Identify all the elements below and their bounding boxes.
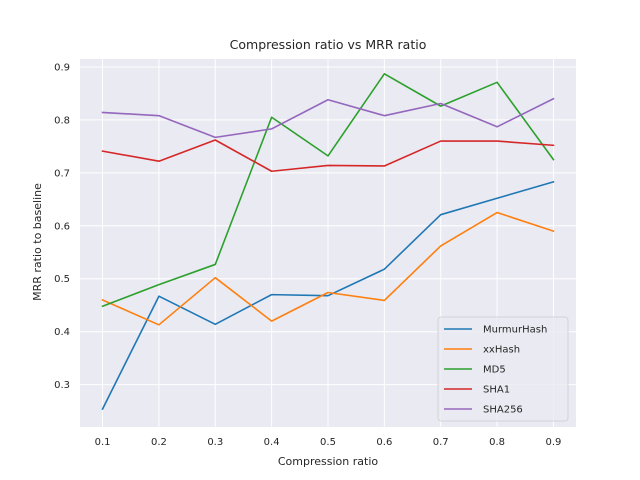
series-line-md5 (101, 73, 555, 308)
x-tick-label: 0.9 (546, 437, 562, 448)
y-tick-label: 0.8 (54, 115, 70, 126)
y-tick-label: 0.9 (54, 62, 70, 73)
series-line-sha256 (101, 97, 555, 139)
series-lines (101, 73, 555, 411)
legend-box (437, 316, 569, 422)
series-line-sha1 (101, 139, 555, 173)
legend: MurmurHash xxHash MD5 SHA1 SHA256 (437, 316, 569, 422)
legend-label: MurmurHash (483, 325, 547, 336)
series-line-xxhash (101, 211, 555, 326)
x-tick-label: 0.1 (95, 437, 111, 448)
y-axis-label: MRR ratio to baseline (31, 183, 44, 301)
x-tick-label: 0.5 (320, 437, 336, 448)
y-tick-label: 0.6 (54, 221, 70, 232)
x-tick-label: 0.6 (376, 437, 392, 448)
y-tick-label: 0.7 (54, 168, 70, 179)
x-tick-label: 0.4 (264, 437, 280, 448)
y-tick-labels: 0.3 0.4 0.5 0.6 0.7 0.8 0.9 (54, 62, 70, 391)
x-tick-label: 0.8 (489, 437, 505, 448)
x-tick-label: 0.2 (151, 437, 167, 448)
x-tick-labels: 0.1 0.2 0.3 0.4 0.5 0.6 0.7 0.8 0.9 (95, 437, 562, 448)
x-axis-label: Compression ratio (278, 455, 379, 468)
y-tick-label: 0.4 (54, 327, 70, 338)
legend-label: xxHash (483, 345, 520, 356)
y-tick-label: 0.3 (54, 380, 70, 391)
y-tick-label: 0.5 (54, 274, 70, 285)
x-tick-label: 0.7 (433, 437, 449, 448)
chart-title: Compression ratio vs MRR ratio (230, 37, 427, 52)
legend-label: SHA1 (483, 385, 510, 396)
legend-label: SHA256 (483, 405, 523, 416)
series-line-murmurhash (101, 180, 555, 411)
legend-label: MD5 (483, 365, 506, 376)
x-tick-label: 0.3 (207, 437, 223, 448)
